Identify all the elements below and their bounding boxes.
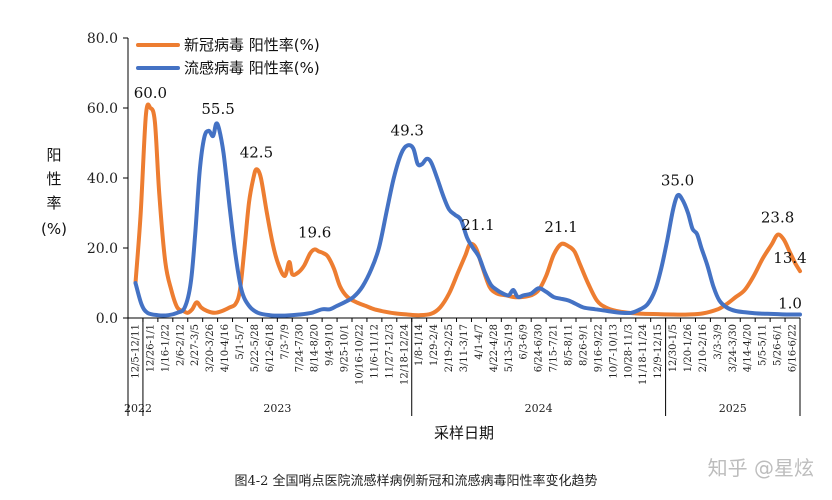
legend-entry: 流感病毒 阳性率(%) [184,59,320,77]
x-tick-label: 2/10-2/16 [698,324,709,372]
x-tick-label: 5/26-6/1 [773,324,784,366]
x-tick-label: 10/28-11/3 [623,324,634,379]
x-tick-label: 6/16-6/22 [788,324,799,372]
data-label: 35.0 [661,172,694,190]
y-axis-title-char: 率 [46,194,61,212]
y-tick-label: 40.0 [87,171,118,187]
x-tick-label: 4/10-4/16 [220,324,231,372]
x-tick-label: 1/29-2/4 [429,324,440,366]
data-label: 21.1 [544,218,577,236]
watermark: 知乎 @星炫 [707,456,814,480]
figure-caption: 图4-2 全国哨点医院流感样病例新冠和流感病毒阳性率变化趋势 [234,474,598,489]
x-tick-label: 7/24-7/30 [295,324,306,372]
x-tick-label: 12/9-12/15 [653,324,664,379]
x-tick-label: 12/18-12/24 [399,324,410,385]
x-tick-label: 6/12-6/18 [265,324,276,372]
data-label: 23.8 [761,209,794,227]
legend-entry: 新冠病毒 阳性率(%) [184,36,320,54]
x-tick-label: 4/1-4/7 [474,324,485,360]
x-tick-label: 9/25-10/1 [340,324,351,372]
x-tick-label: 1/8-1/14 [414,324,425,366]
x-tick-label: 5/13-5/19 [504,324,515,372]
x-tick-label: 2/27-3/5 [190,324,201,366]
x-tick-label: 5/22-5/28 [250,324,261,372]
year-label: 2025 [719,402,747,415]
x-tick-label: 5/5-5/11 [758,324,769,366]
x-tick-label: 9/4-9/10 [325,324,336,366]
x-axis-title: 采样日期 [434,424,494,442]
x-tick-label: 12/26-1/1 [145,324,156,372]
x-tick-label: 3/3-3/9 [713,324,724,360]
y-tick-label: 60.0 [87,101,118,117]
x-tick-label: 6/3-6/9 [519,324,530,360]
x-tick-label: 7/15-7/21 [549,324,560,372]
x-tick-label: 7/3-7/9 [280,324,291,360]
x-tick-label: 8/26-9/1 [578,324,589,366]
x-tick-label: 8/5-8/11 [564,324,575,366]
y-tick-label: 80.0 [87,31,118,47]
x-tick-label: 2/6-2/12 [175,324,186,366]
series-line-covid [133,102,802,318]
x-tick-label: 4/22-4/28 [489,324,500,372]
x-tick-label: 3/24-3/30 [728,324,739,372]
y-axis-title-char: (%) [41,220,67,238]
data-label: 55.5 [201,100,234,118]
data-label: 21.1 [461,216,494,234]
x-tick-label: 11/6-11/12 [369,324,380,379]
x-tick-label: 1/20-1/26 [683,324,694,372]
x-tick-label: 4/14-4/20 [743,324,754,372]
x-tick-label: 6/24-6/30 [534,324,545,372]
y-tick-label: 20.0 [87,241,118,257]
y-axis-title-char: 阳 [46,146,61,164]
year-label: 2022 [124,402,152,415]
x-tick-label: 10/7-10/13 [608,324,619,379]
series-line-influenza [133,121,802,318]
year-label: 2023 [263,402,291,415]
x-tick-label: 12/5-12/11 [130,324,141,379]
x-tick-label: 10/16-10/22 [354,324,365,385]
x-tick-label: 11/18-11/24 [638,324,649,385]
y-axis-title-char: 性 [46,170,61,188]
x-tick-label: 8/14-8/20 [310,324,321,372]
x-tick-label: 11/27-12/3 [384,324,395,379]
x-tick-label: 12/30-1/5 [668,324,679,372]
y-tick-label: 0.0 [96,311,118,327]
data-label: 42.5 [240,143,273,161]
data-label: 49.3 [391,121,424,139]
year-label: 2024 [525,402,553,415]
x-tick-label: 5/1-5/7 [235,324,246,360]
x-tick-label: 2/19-2/25 [444,324,455,372]
data-label: 13.4 [773,249,806,267]
data-label: 19.6 [298,223,331,241]
data-label: 60.0 [134,84,167,102]
x-tick-label: 9/16-9/22 [593,324,604,372]
x-tick-label: 3/11-3/17 [459,324,470,372]
x-tick-label: 1/16-1/22 [160,324,171,372]
data-label: 1.0 [778,295,802,313]
x-tick-label: 3/20-3/26 [205,324,216,372]
